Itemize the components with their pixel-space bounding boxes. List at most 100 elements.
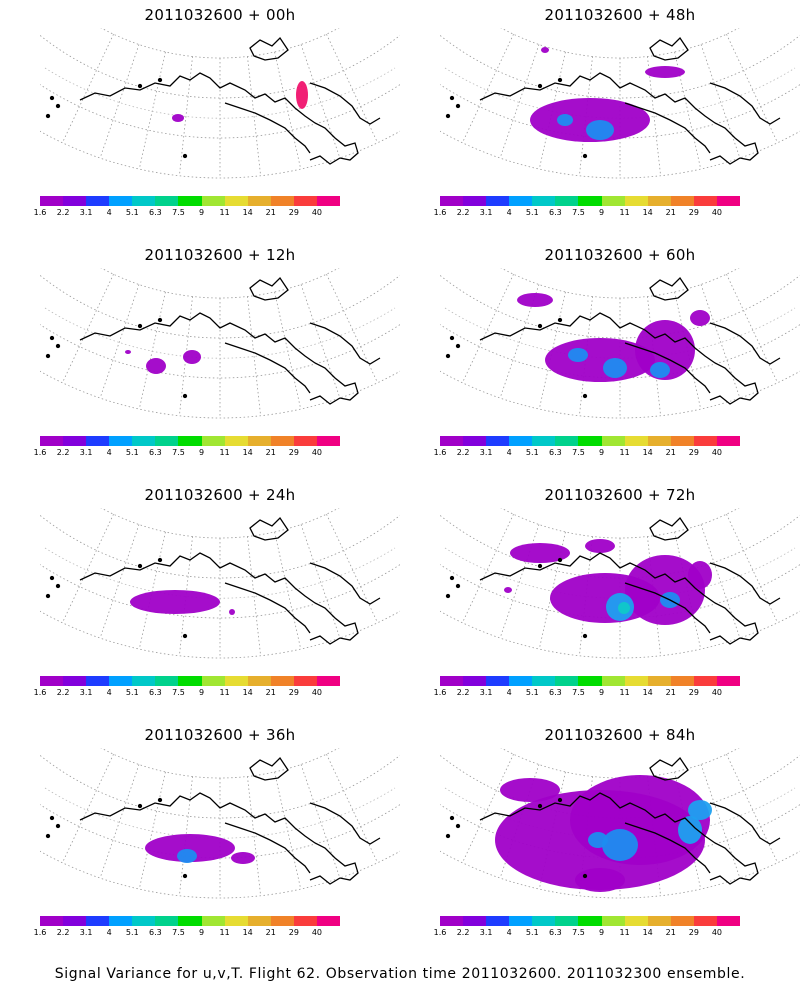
colorbar-label: 40 [311, 448, 323, 457]
panel-title: 2011032600 + 24h [144, 486, 296, 504]
colorbar-label: 1.6 [33, 688, 47, 697]
forecast-panel: 2011032600 + 84h 1.6 2.2 3.1 4 5.1 6.3 7.5 9 11 14… [434, 720, 800, 960]
colorbar-cell [40, 196, 64, 206]
colorbar-cell [624, 676, 648, 686]
colorbar-cells [440, 436, 741, 446]
variance-contour [618, 602, 630, 614]
colorbar-cell [509, 196, 533, 206]
colorbar-label: 2.2 [456, 688, 470, 697]
colorbar-cell [178, 916, 202, 926]
colorbar-cell [440, 676, 464, 686]
colorbar-cell [555, 436, 579, 446]
colorbar-cells [440, 916, 741, 926]
colorbar-cell [270, 676, 294, 686]
polar-map [40, 748, 400, 899]
colorbar: 1.6 2.2 3.1 4 5.1 6.3 7.5 9 11 14 21 29 40 [434, 916, 800, 946]
colorbar-cell [463, 436, 487, 446]
colorbar-cell [555, 916, 579, 926]
colorbar-label: 4 [106, 448, 112, 457]
forecast-panel: 2011032600 + 12h 1.6 2.2 3.1 4 5.1 6.3 7.5 9 11 14… [34, 240, 400, 480]
colorbar-label: 9 [198, 448, 205, 457]
variance-contour [183, 350, 201, 364]
colorbar-cell [716, 436, 741, 446]
colorbar-label: 4 [506, 208, 512, 217]
colorbar-label: 1.6 [433, 448, 447, 457]
coastlines [445, 276, 781, 405]
colorbar-cell [463, 916, 487, 926]
coastlines [45, 36, 381, 165]
colorbar-cell [40, 916, 64, 926]
map-gridlines [40, 508, 400, 659]
colorbar-cell [201, 676, 225, 686]
colorbar-label: 3.1 [479, 448, 493, 457]
colorbar-cell [224, 436, 248, 446]
colorbar-label: 21 [265, 928, 276, 937]
colorbar-cell [132, 196, 156, 206]
colorbar-cell [555, 196, 579, 206]
panel-title: 2011032600 + 36h [144, 726, 296, 744]
polar-map [440, 268, 800, 419]
colorbar-cell [86, 676, 110, 686]
coastlines [45, 756, 381, 885]
colorbar-label: 1.6 [33, 448, 47, 457]
colorbar-label: 6.3 [149, 688, 162, 697]
colorbar-cell [693, 196, 717, 206]
variance-contour [688, 561, 712, 589]
polar-map [440, 28, 800, 179]
colorbar-label: 7.5 [172, 448, 185, 457]
colorbar-cell [155, 676, 179, 686]
colorbar-label: 40 [311, 928, 323, 937]
colorbar-label: 7.5 [572, 208, 585, 217]
colorbar-label: 2.2 [56, 448, 70, 457]
colorbar-cell [716, 916, 741, 926]
variance-contour [229, 609, 235, 615]
colorbar-cell [293, 916, 317, 926]
colorbar-label: 9 [198, 208, 205, 217]
colorbar-label: 1.6 [433, 928, 447, 937]
variance-contour [688, 800, 712, 820]
colorbar-cell [293, 196, 317, 206]
colorbar-label: 4 [506, 688, 512, 697]
colorbar-cell [178, 436, 202, 446]
variance-contour [130, 590, 220, 614]
variance-overlay [125, 350, 201, 374]
colorbar-label: 40 [711, 928, 723, 937]
colorbar-cell [224, 676, 248, 686]
colorbar-cell [463, 676, 487, 686]
colorbar-label: 11 [619, 208, 630, 217]
colorbar-cell [155, 196, 179, 206]
variance-contour [504, 587, 512, 593]
colorbar-cell [247, 916, 271, 926]
colorbar-cell [509, 436, 533, 446]
colorbar-label: 7.5 [172, 688, 185, 697]
polar-map [440, 508, 800, 659]
colorbar-label: 5.1 [125, 208, 139, 217]
colorbar-label: 7.5 [172, 928, 185, 937]
colorbar-label: 11 [219, 448, 230, 457]
variance-contour [588, 832, 608, 848]
colorbar-label: 1.6 [33, 928, 47, 937]
colorbar-label: 3.1 [479, 688, 493, 697]
colorbar-cell [316, 916, 341, 926]
coastlines [45, 276, 381, 405]
colorbar-label: 14 [642, 928, 653, 937]
colorbar-cell [109, 436, 133, 446]
colorbar-cell [486, 916, 510, 926]
colorbar-label: 21 [265, 688, 276, 697]
colorbar-cell [109, 676, 133, 686]
colorbar-cell [270, 196, 294, 206]
colorbar-label: 29 [288, 208, 299, 217]
colorbar-label: 5.1 [525, 928, 539, 937]
colorbar-label: 2.2 [456, 928, 470, 937]
colorbar-label: 5.1 [125, 928, 139, 937]
colorbar-cell [578, 436, 602, 446]
colorbar-labels: 1.6 2.2 3.1 4 5.1 6.3 7.5 9 11 14 21 29 40 [34, 688, 340, 700]
colorbar-cell [532, 196, 556, 206]
colorbar-cell [647, 196, 671, 206]
colorbar-label: 11 [219, 928, 230, 937]
variance-contour [645, 66, 685, 78]
colorbar-label: 21 [665, 448, 676, 457]
forecast-panel: 2011032600 + 24h 1.6 2.2 3.1 4 5.1 6.3 7.5 9 11 14… [34, 480, 400, 720]
variance-overlay [172, 81, 308, 122]
coastlines [445, 756, 781, 885]
